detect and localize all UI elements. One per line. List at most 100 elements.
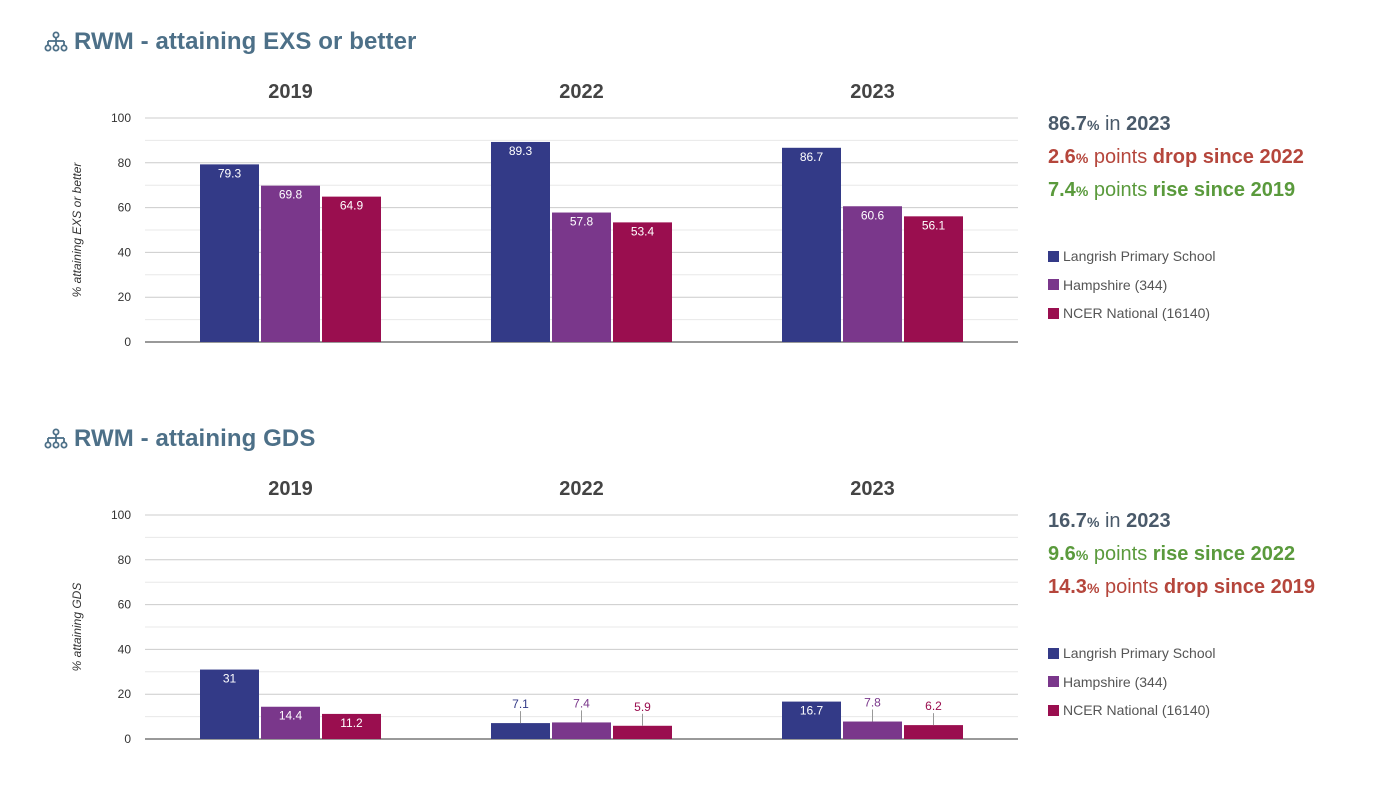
bar	[613, 725, 672, 739]
data-label: 11.2	[340, 716, 363, 730]
category-label: 2019	[268, 81, 313, 103]
summary-pct-sign: %	[1075, 547, 1089, 563]
y-tick-label: 20	[118, 290, 132, 304]
legend-item-national: NCER National (16140)	[1048, 299, 1216, 328]
data-label: 53.4	[631, 224, 655, 238]
data-label: 79.3	[218, 166, 242, 180]
summary-current: 86.7% in 2023	[1048, 108, 1388, 141]
data-label: 14.4	[279, 709, 303, 723]
summary-change-value: 9.6	[1048, 543, 1076, 565]
bar-chart: 0 20 40 60 80 100 % attaining GDS 2019 31 14.4 11.…	[70, 478, 1018, 746]
summary-block: 86.7% in 2023 2.6% points drop since 202…	[1048, 108, 1388, 207]
summary-pct-sign: %	[1086, 117, 1100, 133]
summary-current: 16.7% in 2023	[1048, 505, 1388, 538]
summary-change-value: 7.4	[1048, 179, 1076, 201]
bar	[322, 196, 381, 342]
bar	[322, 713, 381, 739]
summary-change-label: rise since 2022	[1152, 543, 1296, 565]
bar	[843, 206, 902, 342]
summary-year: 2023	[1126, 113, 1171, 135]
summary-vs-baseline: 7.4% points rise since 2019	[1048, 174, 1388, 207]
data-label: 7.4	[573, 696, 590, 710]
hierarchy-icon	[44, 31, 68, 52]
y-tick-label: 60	[118, 598, 132, 612]
y-tick-label: 0	[124, 732, 131, 746]
legend: Langrish Primary School Hampshire (344) …	[1048, 639, 1216, 725]
summary-block: 16.7% in 2023 9.6% points rise since 202…	[1048, 505, 1388, 604]
summary-current-value: 86.7	[1048, 113, 1087, 135]
data-label: 5.9	[634, 700, 651, 714]
legend-label: NCER National (16140)	[1063, 305, 1211, 322]
y-tick-label: 20	[118, 687, 132, 701]
summary-vs-baseline: 14.3% points drop since 2019	[1048, 571, 1388, 604]
legend-swatch	[1048, 250, 1059, 262]
summary-vs-previous: 9.6% points rise since 2022	[1048, 538, 1388, 571]
category-label: 2022	[559, 478, 604, 500]
summary-pct-sign: %	[1086, 514, 1100, 530]
chart-title-row: RWM - attaining GDS	[44, 423, 315, 455]
bar-chart: 0 20 40 60 80 100 % attaining EXS or better 201…	[70, 81, 1018, 349]
chart-title: RWM - attaining EXS or better	[74, 28, 417, 55]
bar	[200, 669, 259, 739]
category-label: 2019	[268, 478, 313, 500]
legend-swatch	[1048, 279, 1059, 291]
data-label: 7.1	[512, 697, 529, 711]
summary-change-label: drop since 2022	[1152, 146, 1304, 168]
bar	[261, 185, 320, 342]
chart-title-row: RWM - attaining EXS or better	[44, 26, 416, 58]
y-tick-label: 80	[118, 156, 132, 170]
legend-item-national: NCER National (16140)	[1048, 696, 1216, 725]
summary-year: 2023	[1126, 510, 1171, 532]
chart-title: RWM - attaining GDS	[74, 425, 316, 452]
data-label: 86.7	[800, 150, 824, 164]
data-label: 56.1	[922, 218, 946, 232]
data-label: 31	[223, 672, 237, 686]
legend-swatch	[1048, 647, 1059, 659]
y-tick-label: 40	[118, 642, 132, 656]
y-tick-label: 80	[118, 553, 132, 567]
summary-change-value: 14.3	[1048, 576, 1087, 598]
chart-panel-gds: RWM - attaining GDS 0 20 40 60 80 100 % attain…	[0, 397, 1396, 787]
y-tick-label: 100	[111, 508, 131, 522]
legend-label: Langrish Primary School	[1063, 645, 1216, 662]
summary-connector: in	[1099, 113, 1127, 135]
y-tick-label: 100	[111, 111, 131, 125]
summary-change-label: drop since 2019	[1163, 576, 1316, 598]
legend-label: Hampshire (344)	[1063, 673, 1168, 690]
bar	[491, 723, 550, 739]
y-axis-label: % attaining GDS	[70, 583, 84, 672]
y-tick-label: 0	[124, 335, 131, 349]
legend-swatch	[1048, 676, 1059, 688]
legend-label: NCER National (16140)	[1063, 702, 1211, 719]
bar	[904, 216, 963, 342]
category-label: 2023	[850, 478, 895, 500]
summary-connector: points	[1088, 543, 1153, 565]
data-label: 64.9	[340, 199, 364, 213]
data-label: 57.8	[570, 215, 594, 229]
bar	[261, 706, 320, 739]
bar	[552, 212, 611, 342]
legend-swatch	[1048, 704, 1059, 716]
y-axis-label: % attaining EXS or better	[70, 162, 84, 298]
data-label: 89.3	[509, 144, 533, 158]
bar	[552, 722, 611, 739]
category-label: 2023	[850, 81, 895, 103]
data-label: 69.8	[279, 188, 303, 202]
chart-panel-exs: RWM - attaining EXS or better 0 20 40 60 80 1…	[0, 0, 1396, 390]
data-label: 6.2	[925, 699, 942, 713]
y-tick-label: 40	[118, 245, 132, 259]
legend-label: Hampshire (344)	[1063, 276, 1168, 293]
summary-pct-sign: %	[1075, 150, 1089, 166]
legend: Langrish Primary School Hampshire (344) …	[1048, 242, 1216, 328]
summary-connector: points	[1088, 179, 1153, 201]
summary-pct-sign: %	[1075, 183, 1089, 199]
data-label: 60.6	[861, 208, 885, 222]
legend-item-hampshire: Hampshire (344)	[1048, 271, 1216, 300]
legend-item-school: Langrish Primary School	[1048, 639, 1216, 668]
summary-current-value: 16.7	[1048, 510, 1087, 532]
hierarchy-icon	[44, 428, 68, 449]
summary-connector: points	[1088, 146, 1153, 168]
legend-item-hampshire: Hampshire (344)	[1048, 668, 1216, 697]
data-label: 16.7	[800, 704, 824, 718]
legend-item-school: Langrish Primary School	[1048, 242, 1216, 271]
